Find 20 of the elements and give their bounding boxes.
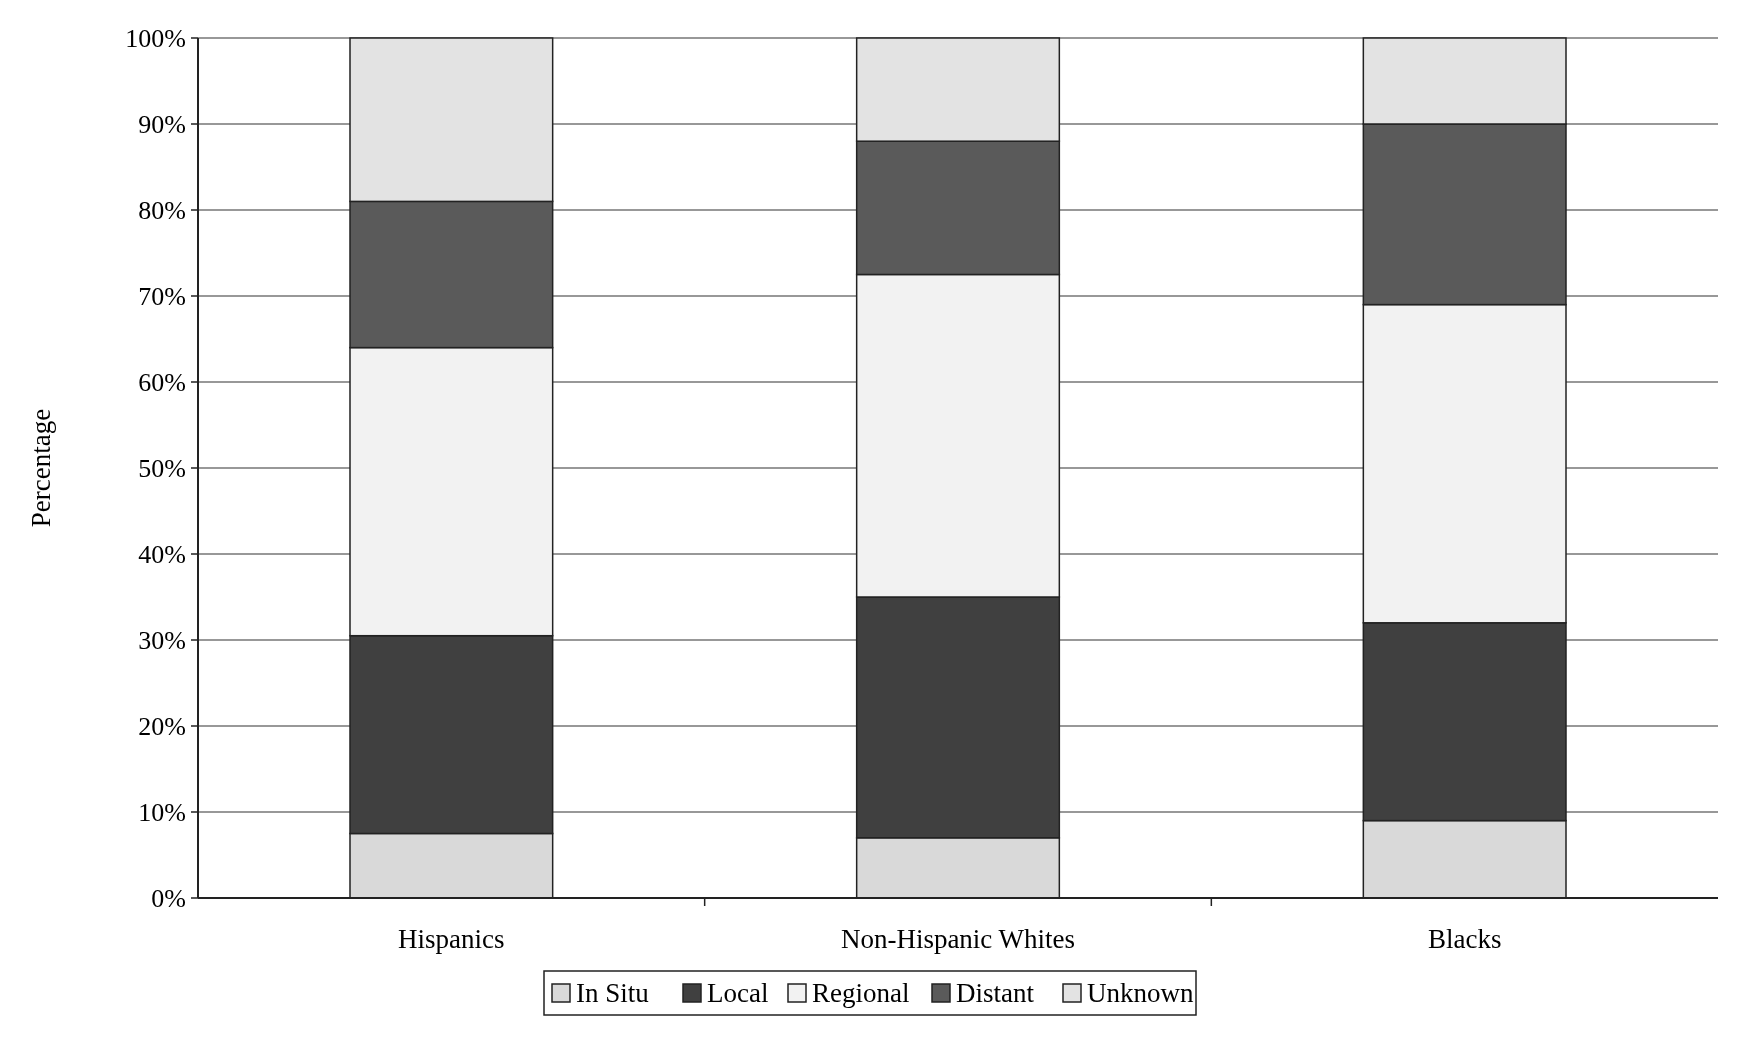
y-tick-label: 20% <box>138 712 186 742</box>
y-tick-label: 40% <box>138 540 186 570</box>
legend-label: Regional <box>812 978 910 1009</box>
legend-label: Unknown <box>1087 978 1194 1009</box>
y-tick-label: 10% <box>138 798 186 828</box>
y-tick-label: 30% <box>138 626 186 656</box>
legend-label: Distant <box>956 978 1035 1009</box>
x-tick-label: Hispanics <box>398 924 505 954</box>
y-tick-label: 60% <box>138 368 186 398</box>
y-tick-label: 80% <box>138 196 186 226</box>
x-tick-label: Blacks <box>1427 924 1502 954</box>
y-tick-label: 100% <box>125 24 186 54</box>
y-tick-label: 0% <box>151 884 186 914</box>
y-axis-title: Percentage <box>26 408 56 528</box>
legend-label: Local <box>707 978 769 1009</box>
y-tick-label: 70% <box>138 282 186 312</box>
y-tick-label: 90% <box>138 110 186 140</box>
y-tick-label: 50% <box>138 454 186 484</box>
x-tick-label: Non-Hispanic Whites <box>840 924 1076 954</box>
legend-label: In Situ <box>576 978 650 1009</box>
